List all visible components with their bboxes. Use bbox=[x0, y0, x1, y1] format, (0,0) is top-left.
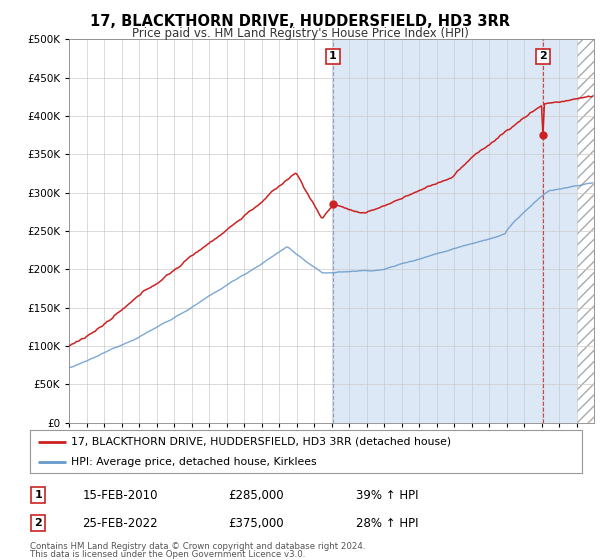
Text: 2: 2 bbox=[539, 52, 547, 62]
Text: Price paid vs. HM Land Registry's House Price Index (HPI): Price paid vs. HM Land Registry's House … bbox=[131, 27, 469, 40]
Text: 17, BLACKTHORN DRIVE, HUDDERSFIELD, HD3 3RR: 17, BLACKTHORN DRIVE, HUDDERSFIELD, HD3 … bbox=[90, 14, 510, 29]
Text: 25-FEB-2022: 25-FEB-2022 bbox=[82, 516, 158, 530]
Text: 28% ↑ HPI: 28% ↑ HPI bbox=[356, 516, 418, 530]
Text: This data is licensed under the Open Government Licence v3.0.: This data is licensed under the Open Gov… bbox=[30, 550, 305, 559]
Text: Contains HM Land Registry data © Crown copyright and database right 2024.: Contains HM Land Registry data © Crown c… bbox=[30, 542, 365, 551]
Text: 15-FEB-2010: 15-FEB-2010 bbox=[82, 488, 158, 502]
Text: 1: 1 bbox=[329, 52, 337, 62]
Text: 17, BLACKTHORN DRIVE, HUDDERSFIELD, HD3 3RR (detached house): 17, BLACKTHORN DRIVE, HUDDERSFIELD, HD3 … bbox=[71, 437, 452, 447]
Text: 39% ↑ HPI: 39% ↑ HPI bbox=[356, 488, 418, 502]
Text: £285,000: £285,000 bbox=[229, 488, 284, 502]
Text: 2: 2 bbox=[34, 518, 42, 528]
Text: HPI: Average price, detached house, Kirklees: HPI: Average price, detached house, Kirk… bbox=[71, 458, 317, 467]
Text: 1: 1 bbox=[34, 490, 42, 500]
Bar bbox=[577, 39, 594, 423]
Bar bbox=[333, 39, 577, 423]
Text: £375,000: £375,000 bbox=[229, 516, 284, 530]
